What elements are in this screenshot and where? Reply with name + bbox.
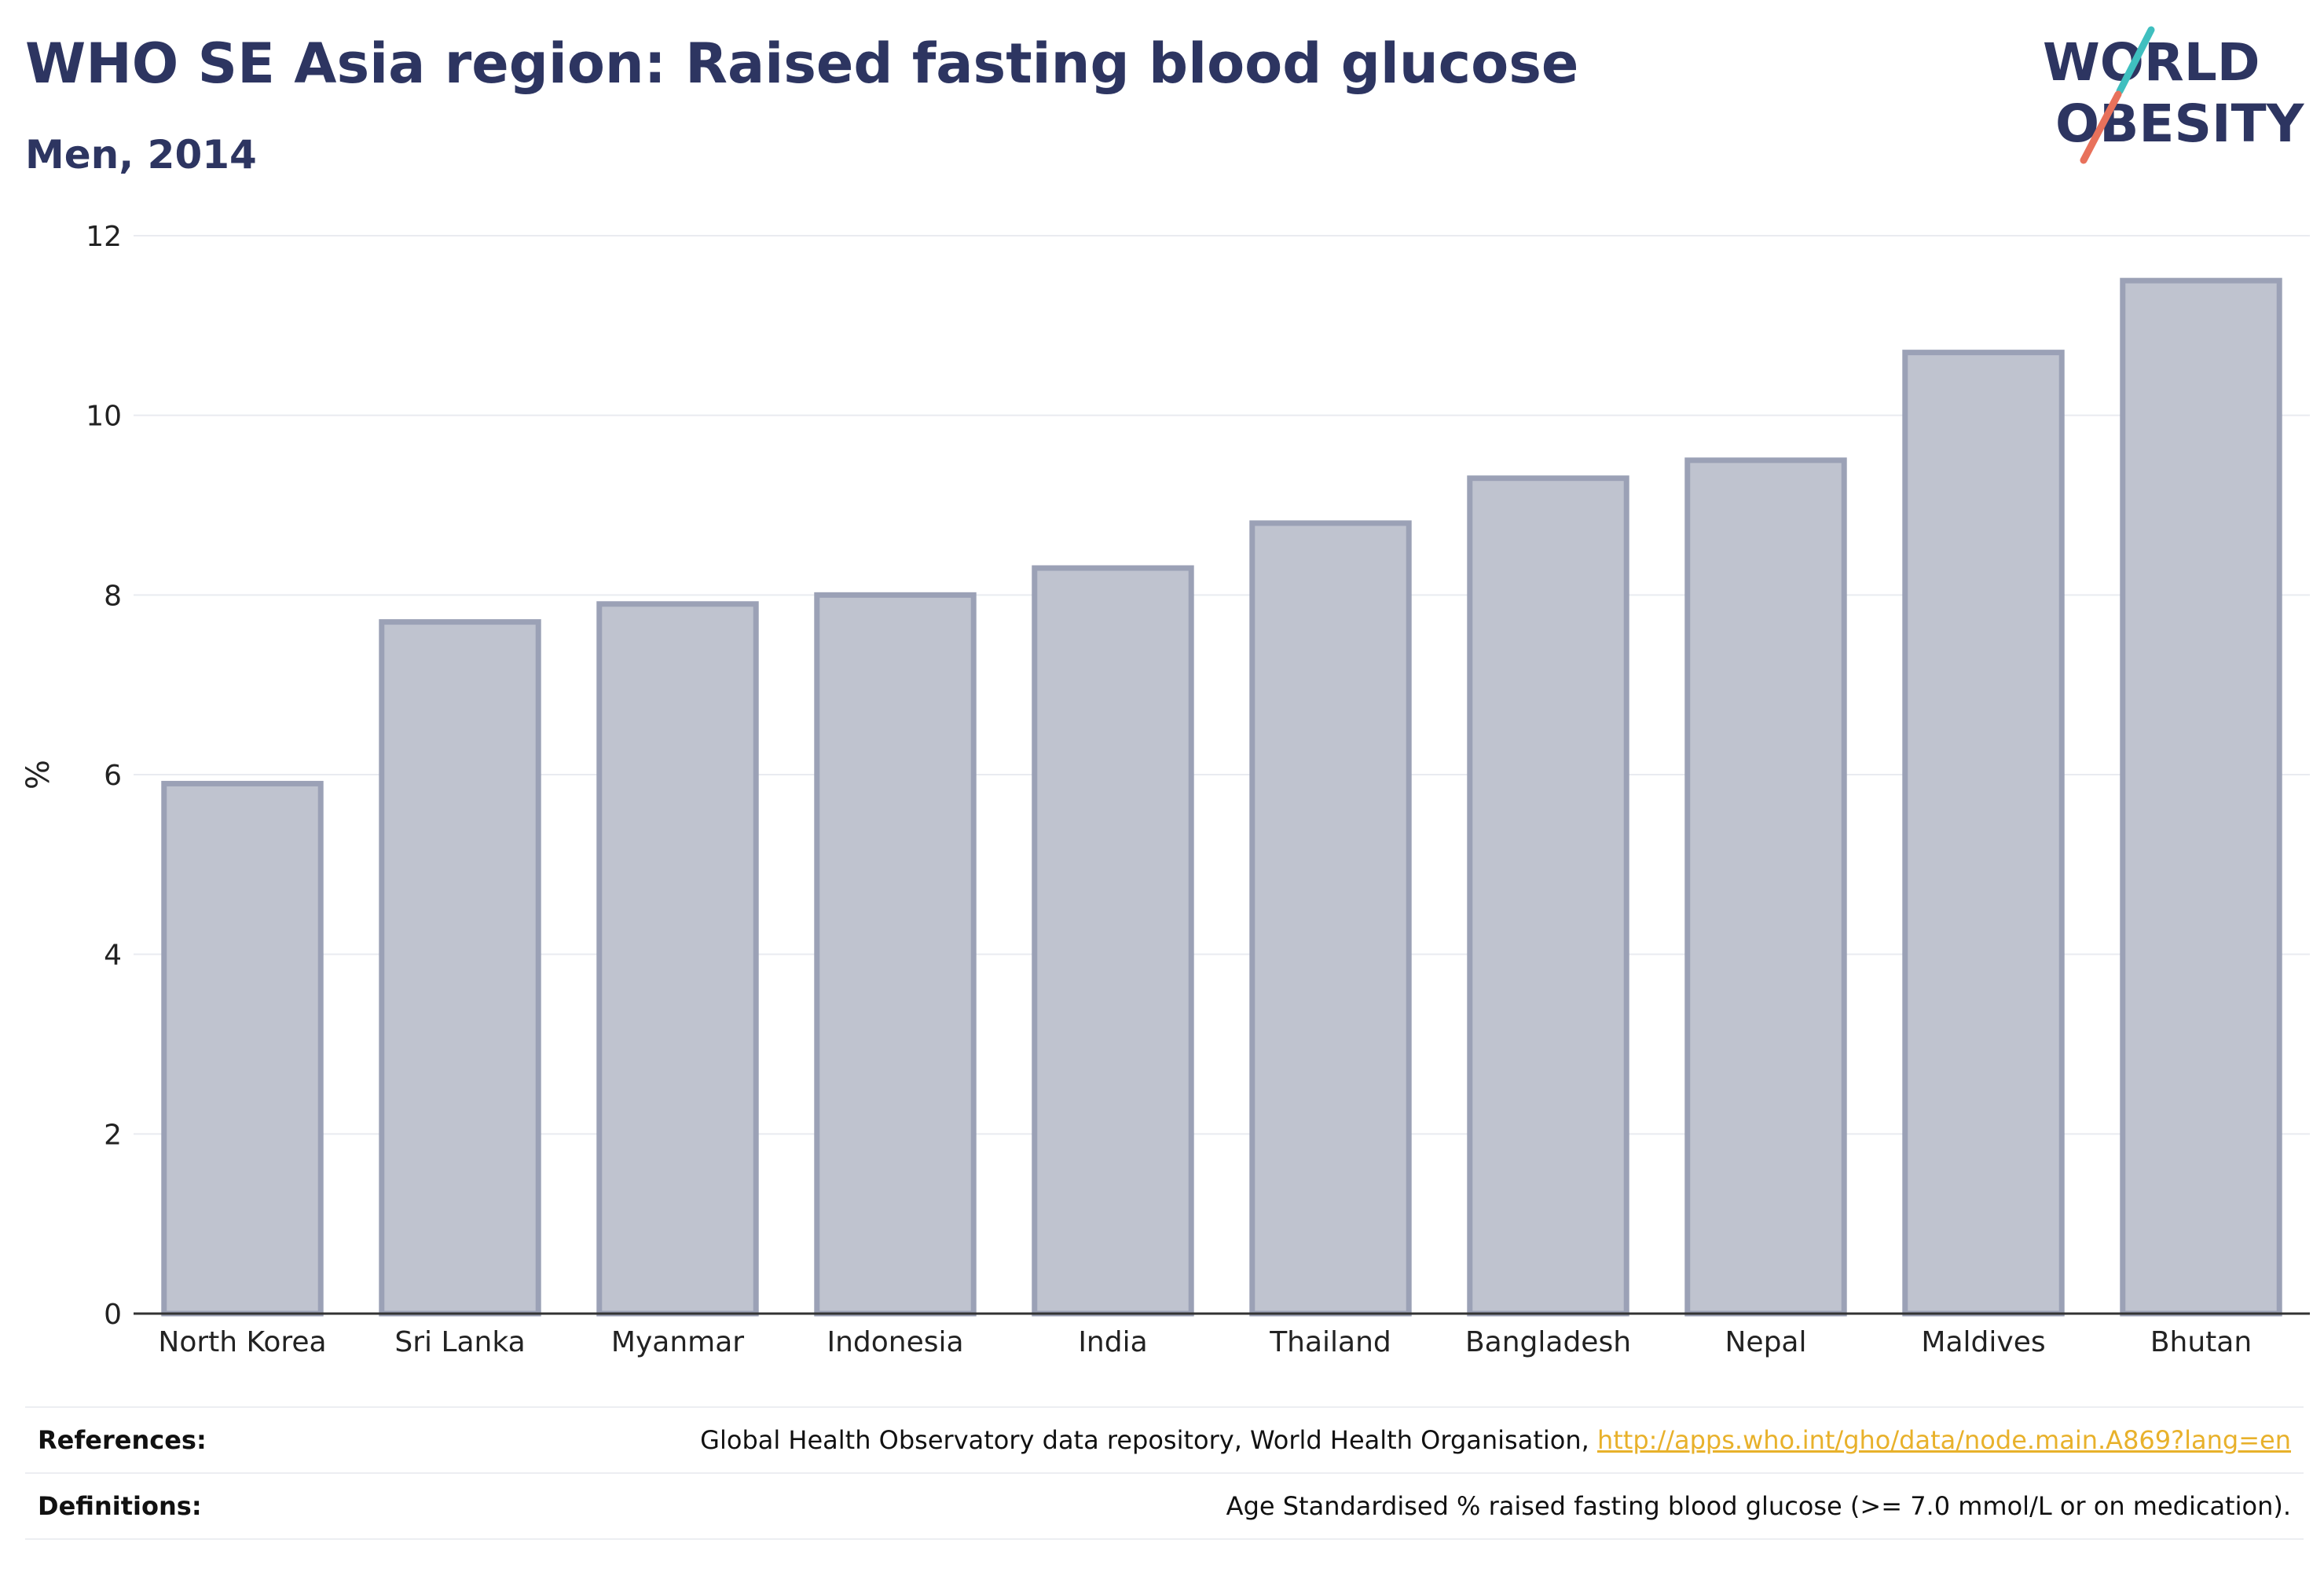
world-obesity-logo: WORLD OBESITY <box>2043 26 2305 164</box>
bar-north-korea <box>161 780 324 1317</box>
bar-thailand <box>1249 520 1412 1317</box>
logo-slash-red <box>2080 90 2122 164</box>
bar-bhutan <box>2120 277 2282 1317</box>
bar-myanmar <box>596 601 759 1317</box>
x-tick-label: India <box>1078 1326 1147 1358</box>
references-text: Global Health Observatory data repositor… <box>700 1425 1589 1455</box>
bar-sri-lanka <box>379 619 541 1317</box>
x-tick-label: Maldives <box>1921 1326 2045 1358</box>
y-axis-ticks: 0 2 4 6 8 10 12 <box>86 221 122 1331</box>
bar-india <box>1032 565 1194 1317</box>
x-tick-label: Nepal <box>1725 1326 1807 1358</box>
bar-bangladesh <box>1467 475 1629 1317</box>
references-row: References: Global Health Observatory da… <box>25 1406 2304 1472</box>
bars <box>161 277 2282 1317</box>
chart-footer: References: Global Health Observatory da… <box>25 1406 2304 1540</box>
logo-line2: OBESITY <box>2055 93 2305 154</box>
references-link[interactable]: http://apps.who.int/gho/data/node.main.A… <box>1596 1425 2291 1455</box>
y-tick-label: 0 <box>104 1299 122 1331</box>
x-tick-label: North Korea <box>158 1326 326 1358</box>
bar-chart: 0 2 4 6 8 10 12 North Korea Sri Lanka Myanmar Ind… <box>20 221 2310 1358</box>
definitions-row: Definitions: Age Standardised % raised f… <box>25 1472 2304 1540</box>
x-tick-label: Bhutan <box>2150 1326 2252 1358</box>
references-value: Global Health Observatory data repositor… <box>700 1425 2304 1455</box>
logo-line1: WORLD <box>2043 32 2260 93</box>
logo-slash-teal <box>2116 26 2155 95</box>
y-tick-label: 12 <box>86 221 122 253</box>
bar-nepal <box>1684 457 1847 1317</box>
bar-maldives <box>1902 350 2065 1317</box>
x-axis-ticks: North Korea Sri Lanka Myanmar Indonesia Indi… <box>158 1326 2252 1358</box>
chart-title: WHO SE Asia region: Raised fasting blood… <box>25 31 1579 96</box>
x-tick-label: Sri Lanka <box>394 1326 525 1358</box>
y-tick-label: 2 <box>104 1119 122 1151</box>
definitions-label: Definitions: <box>38 1491 202 1521</box>
definitions-value: Age Standardised % raised fasting blood … <box>1226 1491 2291 1521</box>
references-label: References: <box>38 1425 207 1455</box>
y-tick-label: 4 <box>104 940 122 972</box>
y-tick-label: 10 <box>86 401 122 433</box>
y-axis-title: % <box>20 760 57 790</box>
y-tick-label: 6 <box>104 760 122 792</box>
bar-indonesia <box>814 592 977 1317</box>
x-tick-label: Indonesia <box>827 1326 963 1358</box>
x-tick-label: Bangladesh <box>1465 1326 1631 1358</box>
x-tick-label: Myanmar <box>611 1326 744 1358</box>
y-tick-label: 8 <box>104 580 122 612</box>
x-tick-label: Thailand <box>1269 1326 1391 1358</box>
chart-subtitle: Men, 2014 <box>25 132 257 178</box>
